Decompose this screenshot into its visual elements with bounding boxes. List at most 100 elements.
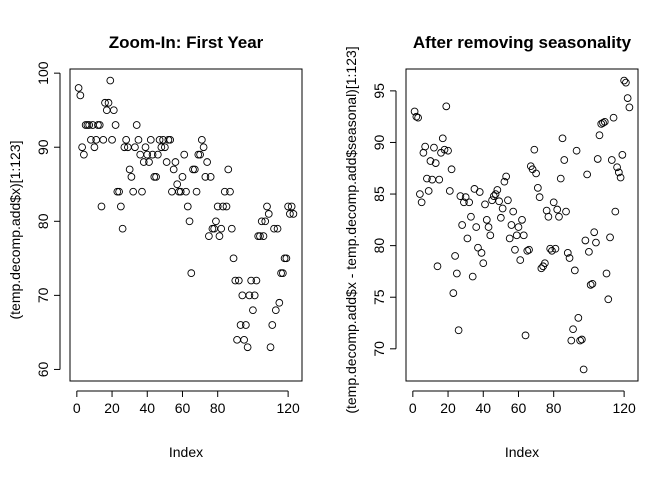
left-data-point bbox=[275, 298, 284, 307]
right-data-point bbox=[435, 175, 444, 184]
left-data-point bbox=[212, 217, 220, 226]
left-data-point bbox=[229, 254, 238, 263]
right-data-point bbox=[445, 187, 454, 195]
left-data-point bbox=[125, 165, 134, 174]
right-data-point bbox=[553, 205, 562, 214]
left-data-point bbox=[217, 224, 226, 233]
left-y-axis-label: (temp.decomp.add$x)[1:123] bbox=[7, 141, 23, 320]
right-data-point bbox=[431, 159, 440, 167]
right-data-point bbox=[616, 173, 625, 182]
right-data-point bbox=[567, 336, 576, 345]
left-data-point bbox=[256, 232, 264, 240]
right-data-point bbox=[590, 228, 599, 237]
right-data-point bbox=[606, 233, 614, 242]
right-data-point bbox=[423, 174, 431, 183]
left-data-point bbox=[74, 84, 83, 92]
left-data-point bbox=[287, 202, 296, 211]
left-data-point bbox=[138, 187, 146, 196]
left-data-points bbox=[74, 76, 298, 352]
right-data-point bbox=[467, 212, 475, 221]
right-data-point bbox=[488, 196, 496, 205]
left-data-point bbox=[85, 121, 94, 129]
left-data-point bbox=[146, 135, 155, 144]
left-data-point bbox=[106, 76, 115, 85]
right-data-point bbox=[444, 146, 452, 155]
right-y-axis-label: (temp.decomp.add$x - temp.decomp.add$sea… bbox=[343, 46, 359, 413]
right-data-point bbox=[602, 269, 611, 278]
left-data-point bbox=[197, 135, 206, 144]
right-data-point bbox=[563, 249, 572, 257]
left-data-point bbox=[157, 143, 166, 152]
right-data-point bbox=[461, 193, 470, 201]
right-data-point bbox=[412, 112, 421, 121]
right-data-point bbox=[544, 212, 553, 221]
right-data-point bbox=[474, 243, 482, 252]
left-data-point bbox=[249, 306, 257, 315]
right-data-point bbox=[620, 76, 628, 85]
right-data-point bbox=[533, 184, 542, 192]
left-data-point bbox=[95, 121, 104, 129]
right-data-point bbox=[604, 295, 613, 304]
left-data-point bbox=[219, 202, 227, 211]
right-data-point bbox=[498, 204, 507, 213]
left-data-point bbox=[273, 224, 282, 233]
left-data-point bbox=[226, 187, 234, 196]
left-data-point bbox=[145, 158, 153, 166]
left-data-point bbox=[122, 135, 130, 144]
left-data-point bbox=[252, 276, 261, 285]
right-data-point bbox=[523, 246, 532, 255]
left-data-point bbox=[203, 158, 211, 166]
left-data-point bbox=[129, 187, 138, 196]
left-data-point bbox=[185, 217, 194, 226]
right-x-tick-label: 80 bbox=[546, 400, 562, 416]
left-data-point bbox=[127, 173, 136, 181]
left-y-tick-label: 80 bbox=[35, 213, 51, 229]
left-data-point bbox=[236, 321, 245, 329]
left-data-point bbox=[278, 269, 287, 277]
right-data-point bbox=[414, 113, 422, 122]
left-data-point bbox=[99, 135, 108, 144]
right-data-point bbox=[424, 187, 433, 195]
right-data-point bbox=[472, 223, 481, 231]
right-data-point bbox=[512, 231, 521, 240]
right-data-point bbox=[535, 193, 544, 201]
left-data-point bbox=[227, 224, 236, 233]
right-data-point bbox=[504, 196, 512, 205]
right-data-point bbox=[430, 143, 438, 152]
right-data-point bbox=[586, 280, 595, 289]
left-data-point bbox=[148, 150, 157, 159]
left-data-point bbox=[153, 150, 162, 159]
right-data-point bbox=[572, 146, 581, 155]
right-data-point bbox=[555, 212, 563, 221]
right-data-point bbox=[516, 256, 525, 264]
right-y-tick-label: 80 bbox=[371, 238, 387, 254]
left-x-tick-label: 120 bbox=[276, 400, 300, 416]
left-data-point bbox=[134, 135, 143, 144]
left-data-point bbox=[120, 143, 129, 152]
left-data-point bbox=[250, 291, 259, 300]
right-data-point bbox=[585, 247, 593, 256]
right-y-tick-label: 85 bbox=[371, 186, 387, 202]
left-data-point bbox=[286, 210, 294, 218]
left-scatter-panel: Zoom-In: First Year Index (temp.decomp.a… bbox=[7, 33, 303, 460]
left-data-point bbox=[205, 232, 213, 240]
left-data-point bbox=[109, 106, 118, 115]
left-data-point bbox=[104, 98, 113, 107]
right-data-point bbox=[622, 78, 630, 87]
left-data-point bbox=[108, 135, 116, 144]
right-data-point bbox=[482, 215, 491, 224]
left-data-point bbox=[111, 121, 120, 129]
right-data-point bbox=[576, 336, 584, 345]
left-data-point bbox=[136, 150, 145, 159]
right-chart-title: After removing seasonality bbox=[413, 33, 632, 52]
left-data-point bbox=[222, 202, 231, 211]
left-data-point bbox=[141, 143, 150, 152]
right-data-point bbox=[570, 266, 579, 275]
left-data-point bbox=[102, 106, 111, 115]
right-data-point bbox=[497, 213, 505, 222]
left-data-point bbox=[176, 187, 185, 196]
right-data-point bbox=[486, 231, 495, 240]
right-data-point bbox=[613, 163, 621, 172]
left-data-point bbox=[234, 276, 243, 285]
